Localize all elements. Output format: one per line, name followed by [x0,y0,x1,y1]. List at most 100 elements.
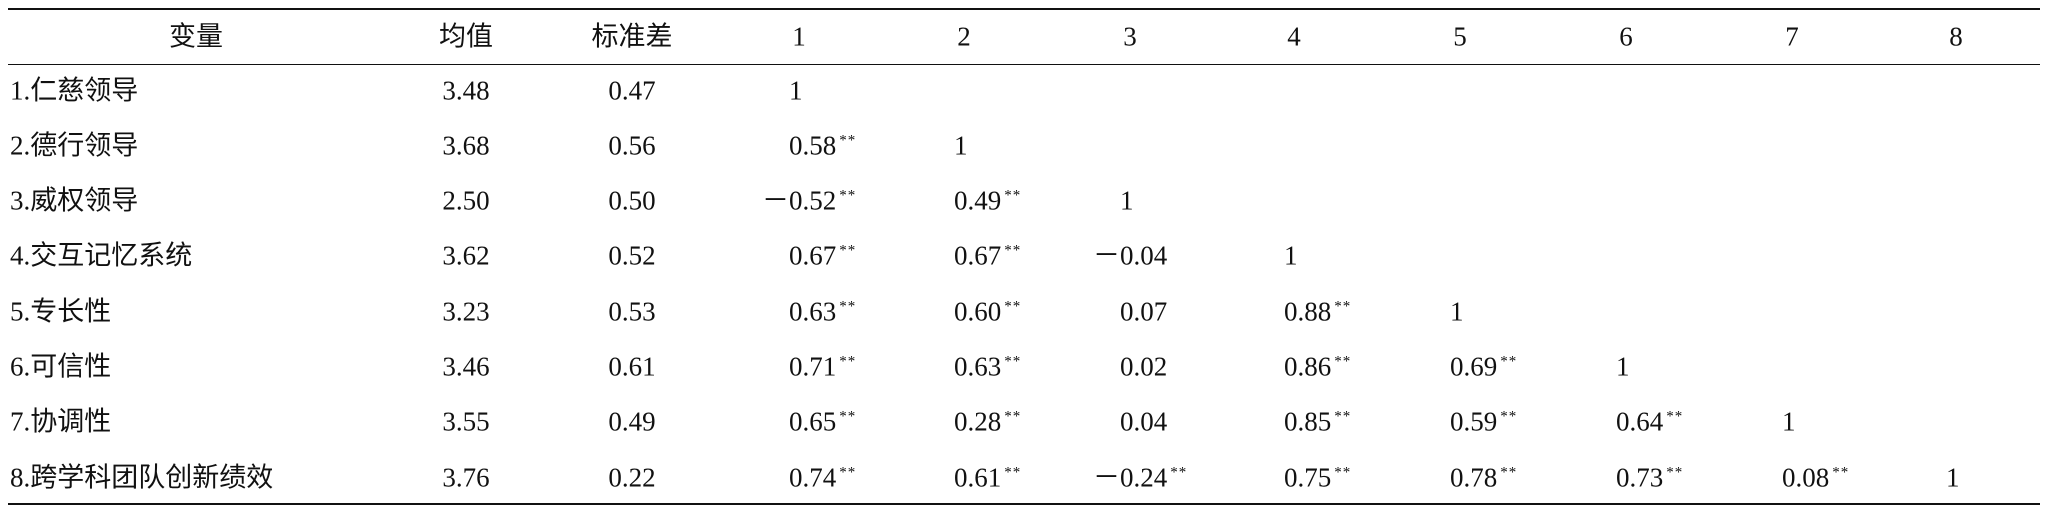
significance-mark: ** [1004,464,1022,481]
table-cell: 3.68 [442,130,490,161]
correlation-cell: 0.74 ** [789,462,856,493]
header-cell: 均值 [439,21,493,52]
table-cell: 3.76 [442,462,490,493]
table-cell: 1 [1450,296,1464,327]
significance-mark: ** [1666,408,1684,425]
table-cell: 0.53 [608,296,656,327]
table-cell: 0.49 [608,406,656,437]
cell-value: 0.59 [1450,406,1498,437]
significance-mark: ** [1500,408,1518,425]
cell-value: 0.08 [1782,462,1830,493]
table-cell: 0.07 [1120,296,1168,327]
header-cell: 2 [957,21,971,52]
correlation-cell: 0.65 ** [789,406,856,437]
significance-mark: ** [839,132,857,149]
significance-mark: ** [839,242,857,259]
table-cell: 1 [954,130,968,161]
correlation-cell: 0.61 ** [954,462,1022,493]
significance-mark: ** [1004,353,1022,370]
table-cell: 1 [1120,185,1134,216]
top-rule [8,8,2040,10]
correlation-cell: 0.59 ** [1450,406,1518,437]
row-label: 2.德行领导 [10,130,139,161]
cell-value: 0.78 [1450,462,1498,493]
cell-value: 0.69 [1450,351,1498,382]
table-cell: 3.46 [442,351,490,382]
table-cell: 0.02 [1120,351,1168,382]
cell-value: －0.24 [1093,462,1168,493]
table-cell: 1 [1946,462,1960,493]
table-cell: 2.50 [442,185,490,216]
correlation-cell: 0.60 ** [954,298,1021,326]
correlation-cell: 0.75 ** [1284,462,1351,493]
correlation-cell: －0.24 ** [1093,462,1188,493]
correlation-cell: 0.88 ** [1284,298,1352,326]
row-label: 1.仁慈领导 [10,75,139,106]
header-cell: 标准差 [591,21,673,52]
header-cell: 6 [1619,21,1633,52]
table-cell: －0.04 [1093,240,1168,271]
table-cell: 0.22 [608,462,656,493]
row-label: 3.威权领导 [10,185,139,216]
cell-value: －0.52 [762,185,837,216]
cell-value: 0.67 [954,240,1002,271]
table-cell: 3.23 [442,296,490,327]
row-label: 6.可信性 [10,351,112,382]
significance-mark: ** [839,353,857,370]
significance-mark: ** [839,187,857,204]
significance-mark: ** [839,298,857,315]
cell-value: 0.85 [1284,406,1332,437]
header-cell: 4 [1287,21,1301,52]
cell-value: 0.86 [1284,351,1332,382]
table-cell: 0.56 [608,130,656,161]
significance-mark: ** [1500,353,1518,370]
table-cell: 0.04 [1120,406,1168,437]
correlation-cell: 0.64 ** [1616,406,1684,437]
table-cell: 3.48 [442,75,490,106]
correlation-cell: －0.52 ** [762,185,857,216]
correlation-cell: 0.28 ** [954,406,1022,437]
correlation-cell: 0.69 ** [1450,351,1518,382]
cell-value: 0.64 [1616,406,1664,437]
header-cell: 7 [1785,21,1799,52]
significance-mark: ** [1334,353,1352,370]
correlation-cell: 0.85 ** [1284,406,1352,437]
header-rule [8,64,2040,65]
correlation-cell: 0.63 ** [789,298,857,326]
table-cell: 3.62 [442,240,490,271]
cell-value: 0.74 [789,462,837,493]
table-cell: 0.52 [608,240,656,271]
significance-mark: ** [1170,464,1188,481]
bottom-rule [8,503,2040,505]
correlation-cell: 0.67 ** [954,240,1021,271]
correlation-cell: 0.67 ** [789,242,857,270]
row-label: 4.交互记忆系统 [10,240,193,271]
cell-value: 0.63 [954,351,1002,382]
table-cell: 1 [1616,351,1630,382]
header-cell: 变量 [169,21,223,52]
significance-mark: ** [1832,464,1850,481]
correlation-cell: 0.08 ** [1782,462,1850,493]
significance-mark: ** [1334,408,1352,425]
row-label: 8.跨学科团队创新绩效 [10,462,274,493]
cell-value: 0.75 [1284,462,1332,493]
table-cell: 3.55 [442,406,490,437]
header-cell: 8 [1949,21,1963,52]
correlation-cell: 0.63 ** [954,351,1022,382]
correlation-cell: 0.73 ** [1616,464,1684,492]
table-cell: 1 [1284,240,1298,271]
table-cell: 1 [789,75,803,106]
significance-mark: ** [1334,298,1352,315]
significance-mark: ** [1666,464,1684,481]
table-cell: 1 [1782,406,1796,437]
cell-value: 0.71 [789,351,837,382]
correlation-cell: 0.49 ** [954,187,1022,215]
cell-value: 0.28 [954,406,1002,437]
cell-value: 0.65 [789,406,837,437]
correlation-cell: 0.71 ** [789,351,857,382]
cell-value: 0.61 [954,462,1002,493]
significance-mark: ** [1004,408,1022,425]
correlation-cell: 0.86 ** [1284,351,1352,382]
significance-mark: ** [1004,187,1022,204]
